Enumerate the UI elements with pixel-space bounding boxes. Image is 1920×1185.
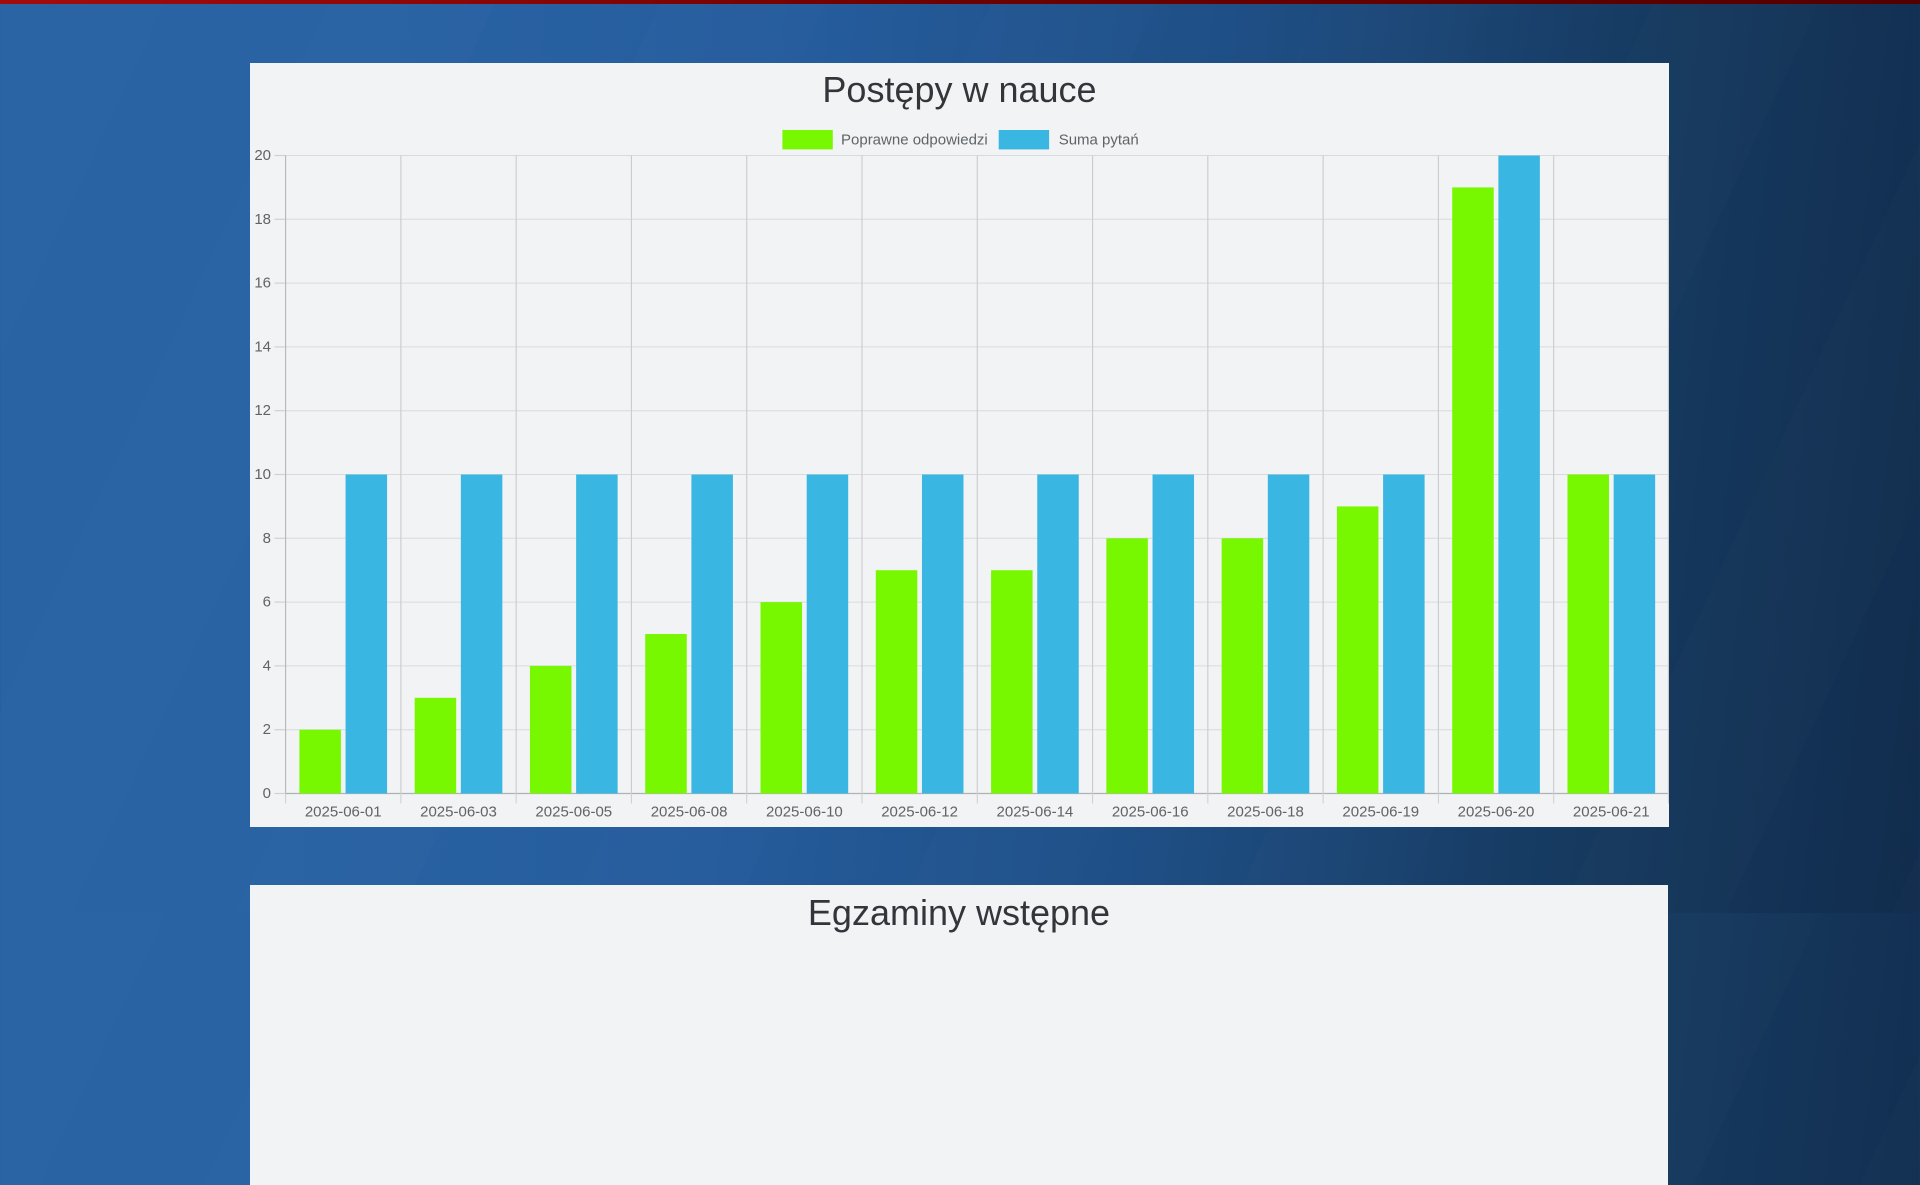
svg-text:2025-06-05: 2025-06-05 [535,804,612,821]
svg-text:18: 18 [254,211,271,228]
svg-text:10: 10 [254,466,271,483]
svg-text:2025-06-03: 2025-06-03 [420,804,497,821]
svg-text:16: 16 [254,275,271,292]
svg-text:6: 6 [263,594,271,611]
svg-text:2: 2 [263,721,271,738]
svg-text:2025-06-12: 2025-06-12 [881,804,958,821]
svg-text:2025-06-16: 2025-06-16 [1112,804,1189,821]
svg-text:8: 8 [263,530,271,547]
svg-text:2025-06-14: 2025-06-14 [997,804,1074,821]
svg-text:20: 20 [254,147,271,164]
svg-text:4: 4 [263,657,271,674]
svg-text:2025-06-19: 2025-06-19 [1342,804,1419,821]
svg-text:12: 12 [254,402,271,419]
svg-text:Poprawne odpowiedzi: Poprawne odpowiedzi [841,131,988,148]
svg-text:2025-06-10: 2025-06-10 [766,804,843,821]
svg-text:0: 0 [263,785,271,802]
svg-text:2025-06-18: 2025-06-18 [1227,804,1304,821]
svg-text:Postępy w nauce: Postępy w nauce [822,69,1096,110]
svg-text:14: 14 [254,338,271,355]
svg-text:Suma pytań: Suma pytań [1059,131,1139,148]
svg-text:2025-06-08: 2025-06-08 [651,804,728,821]
svg-text:2025-06-01: 2025-06-01 [305,804,382,821]
svg-text:2025-06-21: 2025-06-21 [1573,804,1650,821]
svg-text:2025-06-20: 2025-06-20 [1458,804,1535,821]
